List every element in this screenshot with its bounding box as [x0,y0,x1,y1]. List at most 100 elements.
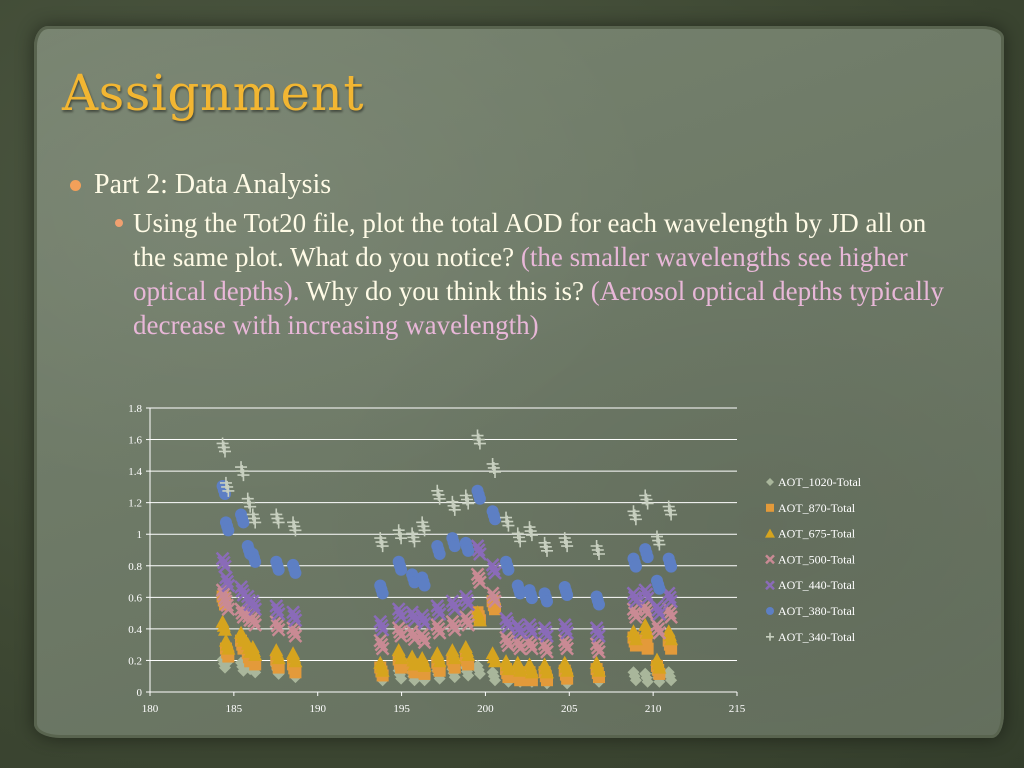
data-point-AOT_380-Total [272,563,285,576]
data-point-AOT_1020-Total [395,672,408,685]
data-point-AOT_675-Total [488,654,503,668]
data-point-AOT_440-Total [525,626,539,640]
data-point-AOT_440-Total [473,547,487,561]
series-AOT_380-Total [216,480,678,611]
data-point-AOT_440-Total [592,629,606,643]
legend-label: AOT_675-Total [778,527,856,541]
series-AOT_340-Total [216,429,678,560]
data-point-AOT_380-Total [395,563,408,576]
data-point-AOT_870-Total [514,674,527,687]
chart-marks [215,429,679,690]
data-point-AOT_380-Total [433,548,446,560]
data-point-AOT_440-Total [447,602,462,617]
data-point-AOT_500-Total [540,644,554,659]
x-tick-label: 190 [309,703,326,715]
data-point-AOT_500-Total [375,641,390,656]
data-point-AOT_440-Total [215,551,230,566]
data-point-AOT_440-Total [219,570,233,585]
data-point-AOT_340-Total [408,535,421,548]
data-point-AOT_870-Total [433,664,446,677]
data-point-AOT_340-Total [489,465,502,478]
data-point-AOT_500-Total [220,598,235,613]
data-point-AOT_500-Total [512,637,526,652]
data-point-AOT_440-Total [218,559,232,574]
data-point-AOT_440-Total [375,622,390,637]
data-point-AOT_440-Total [234,580,248,594]
data-point-AOT_380-Total [641,551,654,564]
data-point-AOT_440-Total [405,605,419,620]
data-point-AOT_440-Total [216,555,231,570]
data-point-AOT_380-Total [525,592,538,605]
data-point-AOT_500-Total [485,586,500,601]
data-point-AOT_340-Total [418,524,431,537]
data-point-AOT_675-Total [461,647,476,661]
x-tick-label: 215 [729,703,746,715]
data-point-AOT_340-Total [561,540,574,553]
data-point-AOT_380-Total [218,488,231,501]
series-AOT_440-Total [215,539,678,643]
data-point-AOT_500-Total [461,618,476,632]
data-point-AOT_500-Total [557,633,572,648]
data-point-AOT_340-Total [541,544,554,557]
data-point-AOT_675-Total [432,654,447,668]
data-point-AOT_500-Total [247,614,261,628]
data-point-AOT_380-Total [473,492,486,505]
legend-label: AOT_870-Total [778,501,856,515]
bullet-list: Part 2: Data Analysis Using the Tot20 fi… [70,168,950,342]
data-point-AOT_440-Total [220,574,235,589]
data-point-AOT_500-Total [650,618,664,632]
x-tick-label: 195 [393,703,410,715]
x-tick-label: 210 [645,703,662,715]
legend-label: AOT_1020-Total [778,475,862,489]
data-point-AOT_440-Total [286,605,300,620]
data-point-AOT_500-Total [538,640,553,655]
data-point-AOT_440-Total [391,602,406,616]
data-point-AOT_500-Total [405,624,419,639]
data-point-AOT_380-Total [653,582,666,595]
y-tick-label: 1.6 [128,435,142,447]
data-point-AOT_440-Total [537,621,552,635]
data-point-AOT_500-Total [391,621,406,635]
data-point-AOT_380-Total [561,589,574,602]
data-point-AOT_380-Total [489,513,502,526]
x-tick-label: 180 [142,703,159,715]
data-point-AOT_500-Total [431,622,446,636]
data-point-AOT_500-Total [559,637,573,652]
data-point-AOT_500-Total [590,640,605,655]
data-point-AOT_440-Total [245,594,260,609]
data-point-AOT_500-Total [486,590,501,605]
slide-title: Assignment [62,64,364,122]
y-tick-label: 1.2 [128,498,142,510]
data-point-AOT_380-Total [462,544,475,557]
data-point-AOT_440-Total [269,599,284,613]
data-point-AOT_440-Total [248,602,263,617]
data-point-AOT_500-Total [430,618,445,632]
data-point-AOT_500-Total [664,610,678,624]
y-tick-label: 0.2 [128,655,142,667]
legend-marker-AOT_870-Total [766,503,774,512]
data-point-AOT_340-Total [249,516,262,529]
bullet-text-question1: Using the Tot20 file, plot the total AOD… [133,208,927,272]
data-point-AOT_500-Total [473,575,487,590]
data-point-AOT_500-Total [589,636,604,651]
data-point-AOT_675-Total [628,632,643,646]
data-point-AOT_500-Total [626,602,641,616]
data-point-AOT_500-Total [374,637,389,652]
data-point-AOT_340-Total [237,469,250,482]
series-AOT_500-Total [215,567,678,659]
data-point-AOT_500-Total [270,618,285,633]
data-point-AOT_440-Total [639,587,654,602]
data-point-AOT_500-Total [445,614,460,629]
bullet-text-answer2: (Aerosol optical depths typically decrea… [133,276,944,340]
data-point-AOT_675-Total [664,632,679,646]
data-point-AOT_440-Total [499,611,513,626]
legend-label: AOT_340-Total [778,630,856,644]
data-point-AOT_1020-Total [629,674,642,687]
data-point-AOT_440-Total [540,629,554,643]
data-point-AOT_340-Total [244,500,257,513]
data-point-AOT_500-Total [432,626,447,640]
data-point-AOT_1020-Total [433,672,446,685]
data-point-AOT_440-Total [510,618,525,632]
data-point-AOT_440-Total [650,599,664,613]
data-point-AOT_1020-Total [665,674,678,687]
